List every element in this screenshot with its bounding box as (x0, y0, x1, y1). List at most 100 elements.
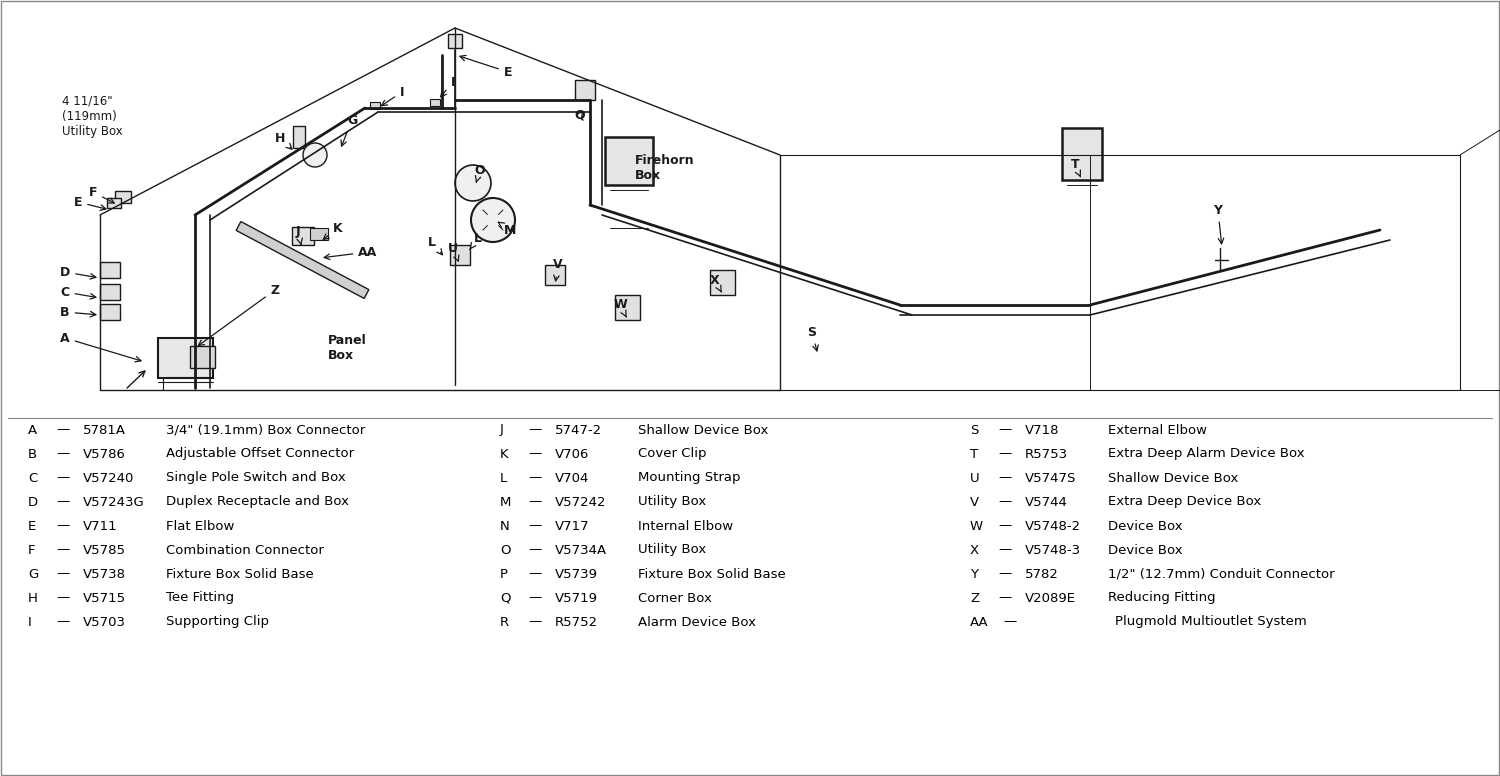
Text: —: — (528, 519, 542, 532)
Text: X: X (710, 273, 722, 292)
Text: —: — (56, 591, 69, 605)
Text: 4 11/16"
(119mm)
Utility Box: 4 11/16" (119mm) Utility Box (62, 95, 123, 138)
Text: V2089E: V2089E (1024, 591, 1075, 605)
Text: V5786: V5786 (82, 448, 126, 460)
Text: V711: V711 (82, 519, 117, 532)
Text: P: P (500, 567, 508, 580)
Text: Panel
Box: Panel Box (328, 334, 366, 362)
Text: V5785: V5785 (82, 543, 126, 556)
Text: E: E (460, 55, 512, 78)
Text: T: T (970, 448, 978, 460)
Bar (1062, 128, 1102, 180)
Text: —: — (528, 567, 542, 580)
Text: E: E (28, 519, 36, 532)
Text: K: K (324, 221, 344, 240)
Text: —: — (528, 424, 542, 436)
Bar (574, 80, 596, 100)
Text: AA: AA (324, 245, 378, 259)
Text: Extra Deep Device Box: Extra Deep Device Box (1108, 496, 1262, 508)
Text: V57243G: V57243G (82, 496, 144, 508)
Text: V717: V717 (555, 519, 590, 532)
Text: W: W (614, 299, 627, 317)
Text: 3/4" (19.1mm) Box Connector: 3/4" (19.1mm) Box Connector (166, 424, 366, 436)
Text: —: — (998, 424, 1011, 436)
Text: R5752: R5752 (555, 615, 598, 629)
Bar (310, 228, 328, 240)
Text: F: F (28, 543, 36, 556)
Bar (190, 346, 214, 368)
Text: —: — (528, 543, 542, 556)
Text: R5753: R5753 (1024, 448, 1068, 460)
Text: Firehorn
Box: Firehorn Box (634, 154, 694, 182)
Text: C: C (28, 472, 38, 484)
Text: C: C (60, 286, 96, 299)
Bar (544, 265, 566, 285)
Text: —: — (998, 472, 1011, 484)
Text: —: — (56, 567, 69, 580)
Text: Utility Box: Utility Box (638, 496, 706, 508)
Text: Fixture Box Solid Base: Fixture Box Solid Base (638, 567, 786, 580)
Text: K: K (500, 448, 508, 460)
Text: Z: Z (970, 591, 980, 605)
Text: V5703: V5703 (82, 615, 126, 629)
Text: Corner Box: Corner Box (638, 591, 712, 605)
Text: B: B (28, 448, 38, 460)
Text: —: — (998, 519, 1011, 532)
Bar (158, 338, 213, 378)
Text: U: U (970, 472, 980, 484)
Text: V704: V704 (555, 472, 590, 484)
Text: M: M (498, 222, 516, 237)
Circle shape (454, 165, 490, 201)
Text: —: — (998, 448, 1011, 460)
Text: I: I (28, 615, 32, 629)
Text: Device Box: Device Box (1108, 543, 1182, 556)
Text: V5739: V5739 (555, 567, 598, 580)
Text: L: L (500, 472, 507, 484)
Bar (100, 304, 120, 320)
Text: Adjustable Offset Connector: Adjustable Offset Connector (166, 448, 354, 460)
Text: T: T (1071, 158, 1080, 177)
Circle shape (303, 143, 327, 167)
Text: X: X (970, 543, 980, 556)
Text: —: — (56, 543, 69, 556)
Text: Plugmold Multioutlet System: Plugmold Multioutlet System (1114, 615, 1306, 629)
Text: —: — (56, 496, 69, 508)
Text: V5734A: V5734A (555, 543, 608, 556)
Text: Single Pole Switch and Box: Single Pole Switch and Box (166, 472, 345, 484)
Bar (292, 126, 304, 148)
Bar (448, 34, 462, 48)
Text: V718: V718 (1024, 424, 1059, 436)
Text: AA: AA (970, 615, 988, 629)
Text: Mounting Strap: Mounting Strap (638, 472, 741, 484)
Text: B: B (60, 306, 96, 318)
Polygon shape (236, 222, 369, 299)
Text: Utility Box: Utility Box (638, 543, 706, 556)
Text: M: M (500, 496, 512, 508)
Text: Y: Y (1214, 203, 1224, 244)
Text: S: S (970, 424, 978, 436)
Text: G: G (28, 567, 39, 580)
Text: O: O (500, 543, 510, 556)
Text: —: — (528, 472, 542, 484)
Text: H: H (274, 131, 292, 149)
Text: V5747S: V5747S (1024, 472, 1077, 484)
Text: —: — (528, 591, 542, 605)
Text: Duplex Receptacle and Box: Duplex Receptacle and Box (166, 496, 350, 508)
Bar (100, 284, 120, 300)
Text: Z: Z (198, 283, 279, 345)
Text: —: — (998, 567, 1011, 580)
Text: L: L (427, 235, 442, 255)
Text: Y: Y (970, 567, 978, 580)
Bar (370, 102, 380, 109)
Text: V5719: V5719 (555, 591, 598, 605)
Bar (604, 137, 652, 185)
Bar (430, 99, 439, 106)
Text: V706: V706 (555, 448, 590, 460)
Text: Shallow Device Box: Shallow Device Box (638, 424, 768, 436)
Text: —: — (998, 496, 1011, 508)
Text: —: — (56, 424, 69, 436)
Text: 5782: 5782 (1024, 567, 1059, 580)
Bar (615, 295, 640, 320)
Text: Combination Connector: Combination Connector (166, 543, 324, 556)
Text: Shallow Device Box: Shallow Device Box (1108, 472, 1239, 484)
